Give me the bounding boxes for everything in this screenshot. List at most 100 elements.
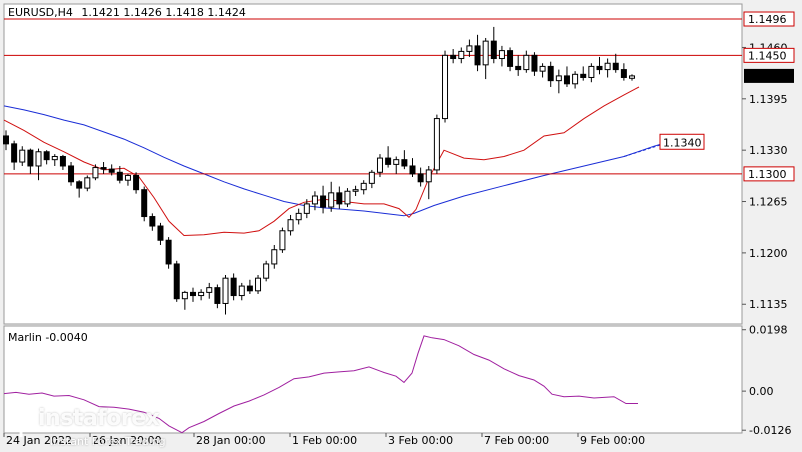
- candle: [59, 154, 66, 170]
- indicator-plot-area: [3, 325, 743, 434]
- candle: [523, 50, 530, 73]
- ohlc-values: 1.1421 1.1426 1.1418 1.1424: [81, 6, 245, 19]
- candle: [198, 289, 205, 301]
- candle: [84, 175, 91, 192]
- price-tick-label: 1.1330: [749, 144, 788, 157]
- candle: [563, 66, 570, 87]
- candle: [612, 53, 619, 73]
- candle: [490, 26, 497, 64]
- candle: [311, 191, 318, 211]
- price-tick-label: 1.1395: [749, 93, 788, 106]
- candle: [133, 172, 140, 194]
- candle: [458, 47, 465, 64]
- candle: [360, 180, 367, 195]
- candle: [482, 37, 489, 80]
- indicator-title: Marlin -0.0040: [8, 331, 88, 344]
- candle: [409, 158, 416, 178]
- candle: [271, 244, 278, 269]
- time-tick-label: 1 Feb 00:00: [292, 434, 357, 447]
- brand-name: instaforex: [38, 406, 160, 431]
- candle: [596, 56, 603, 75]
- symbol-ohlc-header: EURUSD,H4 1.1421 1.1426 1.1418 1.1424: [8, 6, 246, 19]
- target-price-label: 1.1340: [659, 133, 705, 150]
- candle: [604, 58, 611, 78]
- price-tick-label: 1.1265: [749, 196, 788, 209]
- candle: [108, 164, 115, 176]
- marlin-line: [3, 335, 638, 434]
- indicator-tick-label: 0.00: [749, 385, 774, 398]
- level-price-tag: 1.1496: [743, 11, 795, 27]
- candle: [27, 148, 34, 174]
- candle: [344, 188, 351, 208]
- candle: [385, 146, 392, 168]
- candle: [466, 39, 473, 57]
- candle: [100, 162, 107, 174]
- level-price-tag: 1.1450: [743, 47, 795, 63]
- candle: [425, 165, 432, 200]
- candle: [230, 273, 237, 301]
- candle: [295, 208, 302, 225]
- candle: [11, 140, 18, 170]
- indicator-tick-label: 0.0198: [749, 324, 788, 337]
- candlesticks: [3, 26, 636, 315]
- candle: [515, 55, 522, 76]
- marlin-indicator: [3, 335, 638, 434]
- current-price-tag: 1.1424: [744, 68, 794, 83]
- svg-text:1.1340: 1.1340: [663, 136, 702, 149]
- candle: [547, 61, 554, 87]
- candle: [51, 154, 58, 166]
- candle: [287, 214, 294, 236]
- candle: [531, 52, 538, 76]
- price-tick-label: 1.1200: [749, 247, 788, 260]
- candle: [303, 199, 310, 219]
- time-tick-label: 3 Feb 00:00: [388, 434, 453, 447]
- candle: [336, 186, 343, 209]
- candle: [68, 162, 75, 186]
- candle: [124, 173, 131, 186]
- price-axis: 1.14601.13951.13301.12651.12001.11351.14…: [659, 11, 795, 437]
- time-tick-label: 9 Feb 00:00: [580, 434, 645, 447]
- time-axis: 24 Jan 2022 26 Jan 20:00 28 Jan 00:00 1 Feb…: [3, 433, 645, 447]
- candle: [181, 290, 188, 310]
- candle: [555, 69, 562, 94]
- candle: [35, 148, 42, 181]
- candle: [116, 165, 123, 184]
- brand-tagline: Instant Forex Trading: [50, 435, 166, 448]
- candle: [157, 222, 164, 245]
- candle: [401, 150, 408, 170]
- candle: [206, 282, 213, 299]
- svg-text:1.1424: 1.1424: [748, 70, 787, 83]
- candle: [629, 74, 636, 81]
- candle: [539, 63, 546, 78]
- candle: [474, 34, 481, 72]
- svg-text:1.1450: 1.1450: [748, 49, 787, 62]
- symbol-label: EURUSD,H4: [8, 6, 73, 19]
- candle: [417, 167, 424, 187]
- time-tick-label: 24 Jan 2022: [6, 434, 72, 447]
- candle: [450, 49, 457, 64]
- candle: [222, 275, 229, 315]
- time-tick-label: 7 Feb 00:00: [484, 434, 549, 447]
- candle: [263, 260, 270, 282]
- candle: [3, 130, 9, 151]
- main-plot-area: [3, 3, 743, 325]
- time-tick-label: 26 Jan 20:00: [92, 434, 162, 447]
- candle: [189, 287, 196, 302]
- candle: [214, 284, 221, 309]
- candle: [352, 185, 359, 196]
- candle: [141, 186, 148, 222]
- candle: [498, 45, 505, 67]
- candle: [173, 260, 180, 302]
- candle: [368, 169, 375, 189]
- candle: [43, 150, 50, 165]
- time-tick-label: 28 Jan 00:00: [196, 434, 266, 447]
- candle: [376, 154, 383, 178]
- candle: [507, 47, 514, 72]
- candle: [92, 164, 99, 181]
- price-tick-label: 1.1135: [749, 298, 788, 311]
- candle: [580, 66, 587, 81]
- candle: [246, 279, 253, 294]
- candle: [433, 114, 440, 174]
- candle: [620, 63, 627, 81]
